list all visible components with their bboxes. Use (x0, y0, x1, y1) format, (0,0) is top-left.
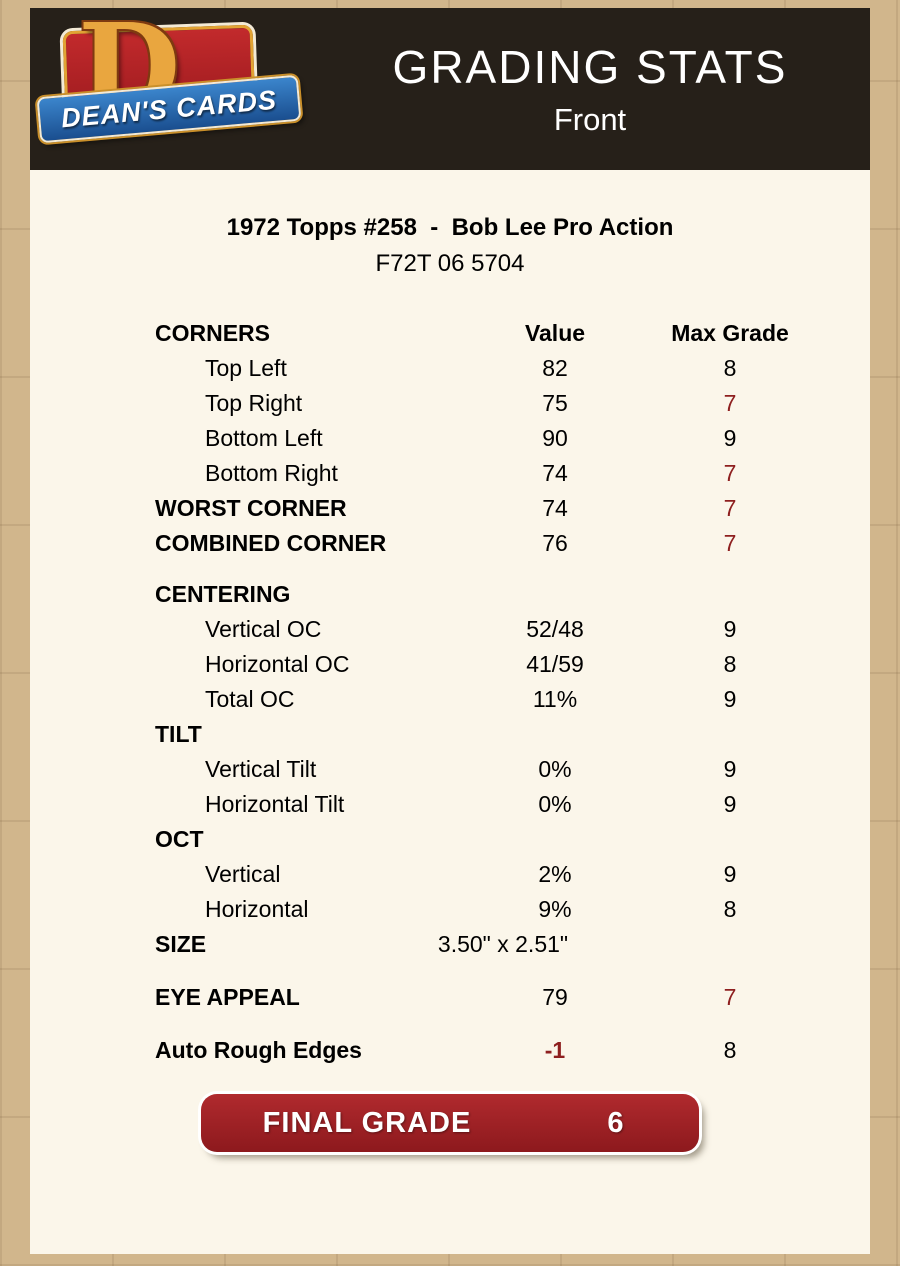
row-value: 52/48 (526, 616, 584, 642)
table-row: Vertical 2% 9 (155, 857, 870, 892)
grading-report: D DEAN'S CARDS GRADING STATS Front 1972 … (30, 8, 870, 1254)
row-label: CENTERING (155, 581, 291, 607)
row-max-grade: 8 (723, 1037, 737, 1063)
row-label: Bottom Left (205, 425, 323, 451)
row-label: Vertical (205, 861, 281, 887)
table-row: CENTERING (155, 577, 870, 612)
row-max-grade: 8 (723, 355, 737, 381)
row-value: 74 (542, 460, 568, 486)
logo-text: DEAN'S CARDS (59, 84, 279, 133)
table-row: Total OC 11% 9 (155, 682, 870, 717)
row-max-grade: 8 (723, 651, 737, 677)
row-label: SIZE (155, 931, 207, 957)
table-row: Bottom Right 74 7 (155, 456, 870, 491)
row-label: Horizontal OC (205, 651, 350, 677)
row-value: 79 (542, 984, 568, 1010)
row-value: 76 (542, 530, 568, 556)
header-titles: GRADING STATS Front (330, 40, 870, 138)
section-spacer (155, 962, 870, 980)
table-row: Horizontal 9% 8 (155, 892, 870, 927)
row-label: Vertical Tilt (205, 756, 317, 782)
row-label: CORNERS (155, 320, 271, 346)
table-row: Horizontal Tilt 0% 9 (155, 787, 870, 822)
row-value: 2% (538, 861, 572, 887)
row-label: Horizontal Tilt (205, 791, 345, 817)
report-header: D DEAN'S CARDS GRADING STATS Front (30, 8, 870, 170)
table-row: OCT (155, 822, 870, 857)
table-row: Top Left 82 8 (155, 351, 870, 386)
row-label: Bottom Right (205, 460, 338, 486)
table-row: EYE APPEAL 79 7 (155, 980, 870, 1015)
table-row: CORNERS Value Max Grade (155, 316, 870, 351)
row-value: 41/59 (526, 651, 584, 677)
row-value: 74 (542, 495, 568, 521)
row-value: Value (524, 320, 586, 346)
row-value: 9% (538, 896, 572, 922)
row-max-grade: 9 (723, 861, 737, 887)
final-grade-value: 6 (607, 1106, 625, 1139)
row-max-grade: 9 (723, 425, 737, 451)
report-body: 1972 Topps #258 - Bob Lee Pro Action F72… (30, 170, 870, 1254)
table-row: COMBINED CORNER 76 7 (155, 526, 870, 561)
row-max-grade: 7 (723, 460, 737, 486)
table-row: Top Right 75 7 (155, 386, 870, 421)
card-code: F72T 06 5704 (375, 250, 525, 277)
row-label: TILT (155, 721, 202, 747)
row-label: Vertical OC (205, 616, 322, 642)
row-value: 82 (542, 355, 568, 381)
row-max-grade: 8 (723, 896, 737, 922)
row-label: EYE APPEAL (155, 984, 300, 1010)
row-value: 11% (532, 686, 578, 712)
section-spacer (155, 561, 870, 577)
table-row: Vertical Tilt 0% 9 (155, 752, 870, 787)
final-grade-label: FINAL GRADE (262, 1106, 472, 1139)
row-value: 0% (538, 756, 572, 782)
stats-table: CORNERS Value Max Grade Top Left 82 8 Top Righ… (155, 316, 870, 1068)
table-row: Bottom Left 90 9 (155, 421, 870, 456)
row-label: Top Left (205, 355, 287, 381)
row-max-grade: 9 (723, 686, 737, 712)
row-max-grade: 7 (723, 984, 737, 1010)
row-max-grade: Max Grade (671, 320, 789, 346)
row-max-grade: 7 (723, 530, 737, 556)
row-max-grade: 9 (723, 616, 737, 642)
final-grade-pill: FINAL GRADE 6 (201, 1094, 699, 1152)
deans-cards-logo: D DEAN'S CARDS (30, 8, 330, 164)
row-label: Auto Rough Edges (155, 1037, 362, 1063)
table-row: Auto Rough Edges -1 8 (155, 1033, 870, 1068)
page-subtitle: Front (553, 102, 627, 137)
page-title: GRADING STATS (392, 41, 788, 93)
table-row: SIZE 3.50" x 2.51" (155, 927, 870, 962)
row-label: WORST CORNER (155, 495, 347, 521)
row-max-grade: 7 (723, 390, 737, 416)
row-label: Horizontal (205, 896, 309, 922)
table-row: Vertical OC 52/48 9 (155, 612, 870, 647)
row-max-grade: 9 (723, 791, 737, 817)
row-value: 90 (542, 425, 568, 451)
row-value: -1 (544, 1037, 566, 1063)
section-spacer (155, 1015, 870, 1033)
row-label: OCT (155, 826, 204, 852)
row-max-grade: 7 (723, 495, 737, 521)
row-value: 3.50" x 2.51" (437, 931, 569, 957)
table-row: WORST CORNER 74 7 (155, 491, 870, 526)
row-label: COMBINED CORNER (155, 530, 387, 556)
table-row: Horizontal OC 41/59 8 (155, 647, 870, 682)
row-value: 0% (538, 791, 572, 817)
row-label: Top Right (205, 390, 303, 416)
row-value: 75 (542, 390, 568, 416)
table-row: TILT (155, 717, 870, 752)
row-label: Total OC (205, 686, 295, 712)
card-title: 1972 Topps #258 - Bob Lee Pro Action (226, 214, 674, 241)
row-max-grade: 9 (723, 756, 737, 782)
